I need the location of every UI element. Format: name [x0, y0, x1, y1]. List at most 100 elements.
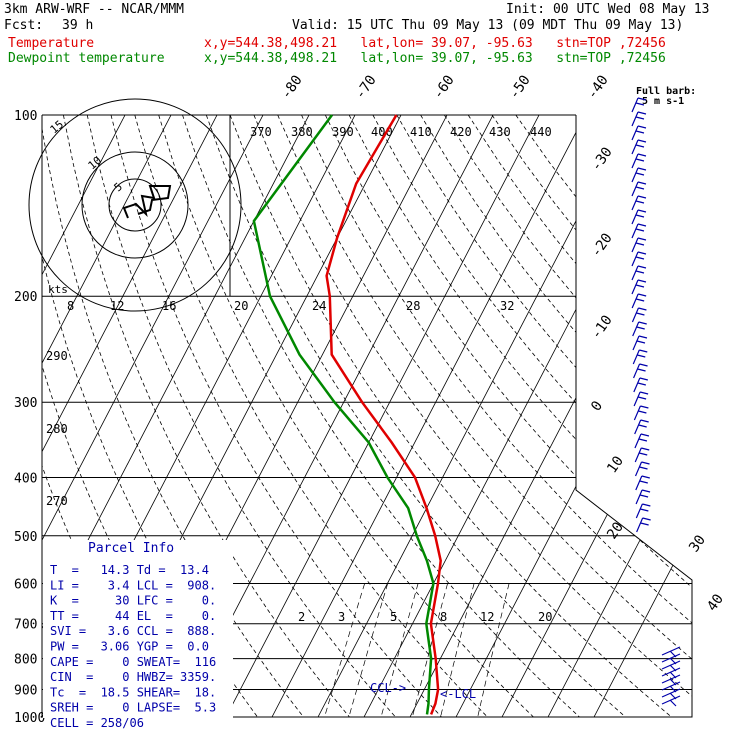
hodograph-kts-label: kts	[48, 283, 68, 296]
dry-adiabat	[396, 115, 692, 717]
init-time: Init: 00 UTC Wed 08 May 13	[506, 2, 710, 17]
isotherm-label: 10	[604, 453, 627, 476]
pressure-tick-label: 500	[14, 530, 37, 545]
parcel-row: SVI = 3.6 CCL = 888.	[50, 624, 216, 638]
hodograph-ring	[108, 178, 162, 232]
barb-legend: Full barb:	[636, 86, 696, 97]
valid-time: Valid: 15 UTC Thu 09 May 13 (09 MDT Thu …	[292, 18, 684, 33]
isotherm-line	[593, 115, 692, 717]
isotherm-label: -30	[588, 144, 616, 174]
dry-adiabat	[324, 115, 692, 717]
wind-barb	[634, 419, 649, 435]
wind-barb	[632, 349, 648, 365]
forecast-hour: 39 h	[62, 18, 94, 33]
wind-barb	[633, 391, 649, 407]
hodograph-speed-tick: 32	[500, 299, 514, 313]
hodograph-speed-tick: 28	[406, 299, 420, 313]
hodograph-speed-tick: 20	[234, 299, 248, 313]
mixing-ratio-line	[380, 583, 419, 717]
wind-barb	[633, 377, 648, 393]
isotherm-label: -20	[588, 230, 616, 260]
isotherm-line	[42, 115, 218, 717]
wind-barb	[632, 335, 648, 351]
isotherm-line	[363, 115, 678, 717]
hodograph-ring-label: 10	[86, 154, 105, 172]
wind-barb	[631, 209, 647, 225]
wind-barb	[631, 195, 647, 211]
theta-label: 410	[410, 125, 432, 139]
wind-barb	[635, 475, 650, 491]
theta-label-left: 290	[46, 349, 68, 363]
hodograph-trace	[122, 185, 172, 219]
dry-adiabat	[348, 115, 692, 717]
theta-label: 380	[291, 125, 313, 139]
dry-adiabat	[277, 115, 692, 717]
hodograph-ring-label: 15	[48, 118, 67, 136]
lcl-label: <-LCL	[440, 687, 476, 701]
mixing-ratio-label: 2	[298, 610, 305, 624]
pressure-tick-label: 700	[14, 618, 37, 633]
pressure-tick-label: 200	[14, 290, 37, 305]
parcel-row: CELL = 258/06	[50, 716, 144, 730]
dry-adiabat	[110, 115, 442, 717]
hodograph-speed-tick: 8	[67, 299, 74, 313]
hodograph-ring	[81, 151, 189, 259]
wind-barb	[631, 125, 647, 141]
theta-label: 420	[450, 125, 472, 139]
dry-adiabat	[229, 115, 672, 717]
isotherm-label: -60	[430, 72, 458, 102]
wind-barb	[635, 489, 651, 505]
parcel-title: Parcel Info	[88, 541, 174, 556]
pressure-tick-label: 600	[14, 577, 37, 592]
wind-barb	[631, 181, 647, 197]
wind-barb	[631, 97, 647, 113]
mixing-ratio-line	[348, 583, 389, 717]
theta-label: 370	[250, 125, 272, 139]
dry-adiabat	[182, 115, 580, 717]
isotherm-line	[225, 115, 540, 717]
parcel-panel	[43, 540, 233, 718]
isotherm-label: 20	[604, 519, 627, 542]
parcel-row: LI = 3.4 LCL = 908.	[50, 578, 216, 592]
pressure-tick-label: 800	[14, 653, 37, 668]
isotherm-label: -50	[506, 72, 534, 102]
wind-barb	[631, 223, 647, 239]
parcel-row: K = 30 LFC = 0.	[50, 594, 216, 608]
dry-adiabat	[86, 115, 396, 717]
dry-adiabat	[63, 115, 350, 717]
isotherm-label: -10	[588, 312, 616, 342]
pressure-tick-label: 900	[14, 683, 37, 698]
isotherm-line	[409, 115, 692, 717]
theta-label: 430	[489, 125, 511, 139]
wind-barb	[633, 363, 648, 379]
dry-adiabat	[253, 115, 692, 717]
wind-barb	[661, 695, 681, 707]
parcel-row: PW = 3.06 YGP = 0.0	[50, 640, 209, 654]
parcel-row: TT = 44 EL = 0.	[50, 609, 216, 623]
parcel-row: Tc = 18.5 SHEAR= 18.	[50, 685, 216, 699]
dry-adiabat	[515, 115, 692, 717]
wind-barb	[631, 307, 647, 323]
model-title: 3km ARW-WRF -- NCAR/MMM	[4, 2, 185, 17]
wind-barb	[631, 251, 647, 267]
wind-barb	[631, 279, 647, 295]
dry-adiabat	[42, 115, 304, 717]
dry-adiabat	[158, 115, 534, 717]
isotherm-label: 0	[588, 398, 606, 414]
mixing-ratio-label: 20	[538, 610, 552, 624]
pressure-tick-label: 400	[14, 471, 37, 486]
wind-barb	[631, 167, 647, 183]
wind-barb	[631, 265, 647, 281]
pressure-tick-label: 1000	[14, 711, 45, 726]
barb-legend: 5 m s-1	[642, 96, 684, 107]
theta-label: 440	[530, 125, 552, 139]
forecast-label: Fcst:	[4, 18, 44, 33]
isotherm-line	[547, 115, 692, 717]
wind-barb	[631, 111, 647, 127]
isotherm-line	[317, 115, 632, 717]
parcel-row: SREH = 0 LAPSE= 5.3	[50, 701, 216, 715]
dry-adiabat	[205, 115, 626, 717]
temperature-legend-info: x,y=544.38,498.21 lat,lon= 39.07, -95.63…	[204, 36, 666, 51]
temperature-profile	[325, 114, 442, 715]
